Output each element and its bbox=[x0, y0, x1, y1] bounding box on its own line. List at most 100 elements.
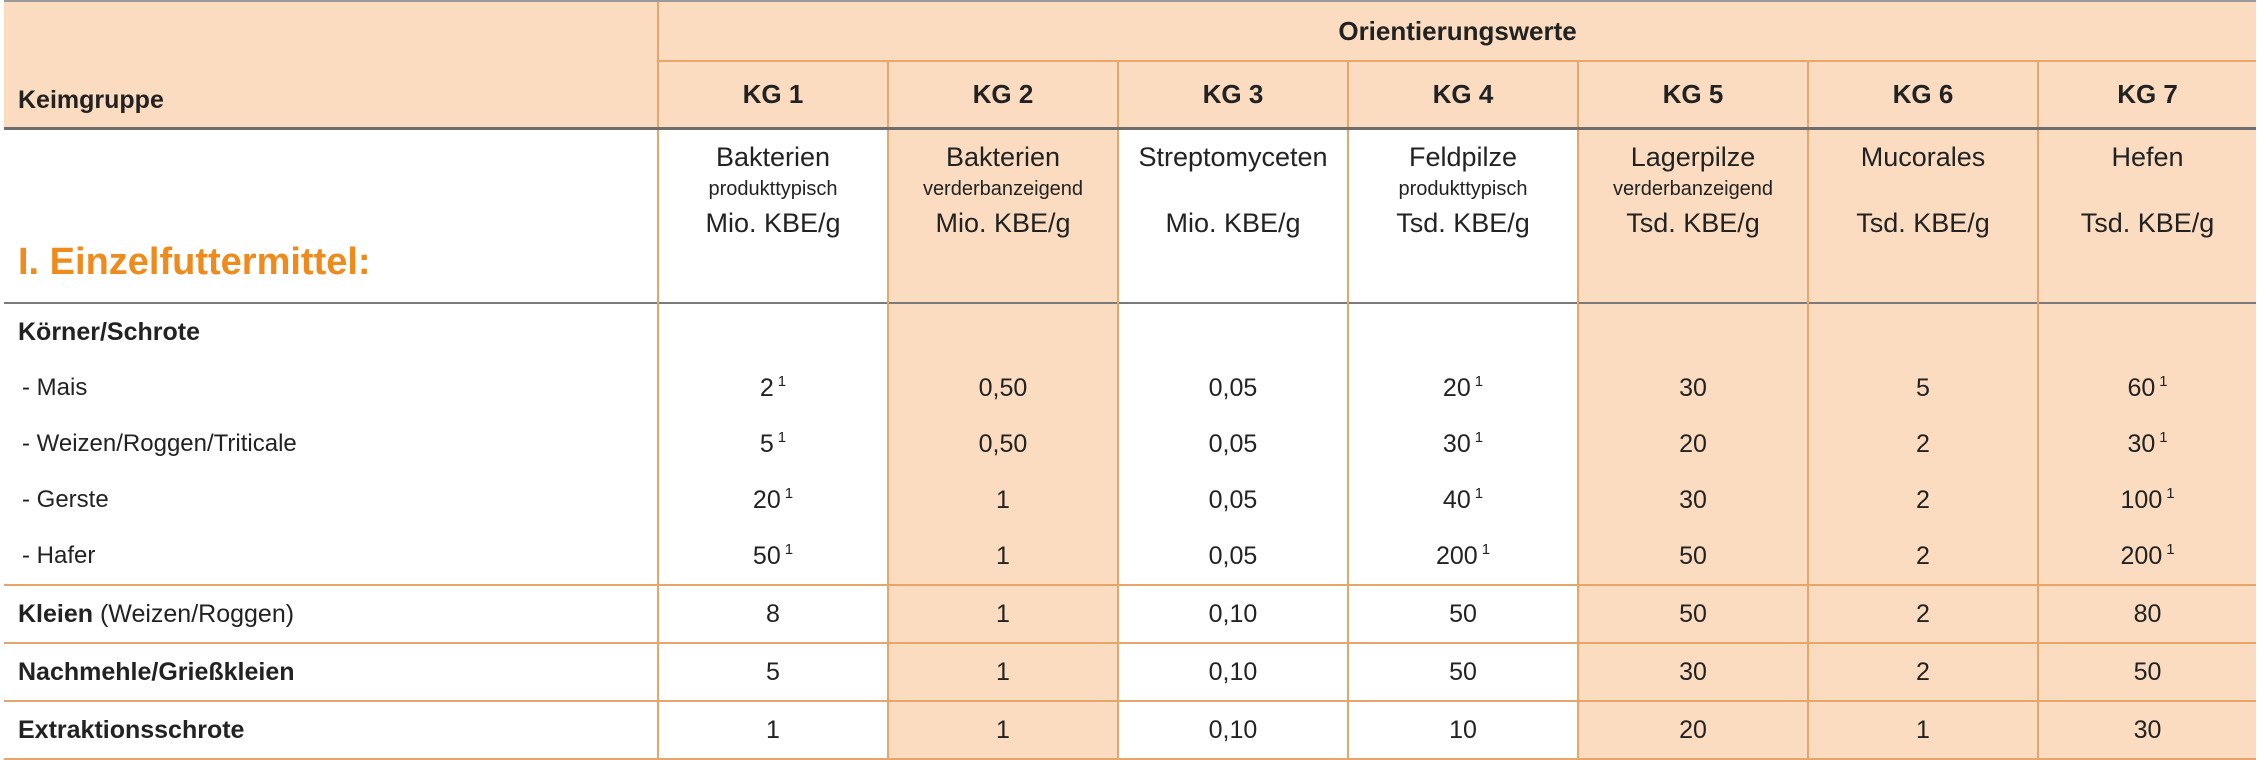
value-text: 0,05 bbox=[1208, 373, 1258, 402]
value-text: 0,50 bbox=[978, 429, 1028, 458]
value-text: 30 bbox=[1679, 373, 1707, 402]
desc-sub: produkttypisch bbox=[708, 178, 838, 200]
value-text: 30 bbox=[1442, 430, 1471, 458]
footnote-marker: 1 bbox=[2166, 541, 2175, 558]
table-row: Extraktionsschrote 1 1 0,10 10 20 1 30 bbox=[4, 700, 2257, 760]
value-text: 2 bbox=[1916, 429, 1930, 458]
desc-cell: Feldpilze produkttypisch Tsd. KBE/g bbox=[1347, 128, 1578, 303]
value-cell: 0,10 bbox=[1117, 642, 1348, 701]
table-row: Nachmehle/Grießkleien 5 1 0,10 50 30 2 5… bbox=[4, 642, 2257, 701]
value-text: 1 bbox=[996, 541, 1010, 570]
value-cell: 0,05 bbox=[1117, 360, 1348, 416]
footnote-marker: 1 bbox=[2166, 485, 2175, 502]
empty-cell bbox=[1117, 303, 1348, 360]
value-cell: 50 bbox=[1347, 642, 1578, 701]
desc-unit: Tsd. KBE/g bbox=[1626, 208, 1760, 238]
desc-unit: Tsd. KBE/g bbox=[2080, 208, 2215, 238]
kg-header: KG 3 bbox=[1117, 60, 1348, 130]
value-cell: 40 1 bbox=[1347, 472, 1578, 528]
desc-unit: Tsd. KBE/g bbox=[1396, 208, 1530, 238]
value-cell: 8 bbox=[657, 584, 888, 643]
desc-cell: Hefen Tsd. KBE/g bbox=[2036, 128, 2257, 303]
value-cell: 50 bbox=[1577, 584, 1808, 643]
value-cell: 0,50 bbox=[887, 360, 1118, 416]
footnote-marker: 1 bbox=[1474, 485, 1484, 502]
value-text: 60 bbox=[2127, 374, 2156, 402]
row-label: - Weizen/Roggen/Triticale bbox=[22, 430, 297, 457]
value-cell: 2 bbox=[1807, 642, 2038, 701]
value-text: 5 bbox=[1916, 373, 1930, 402]
value-text: 50 bbox=[1679, 541, 1707, 570]
value-text: 1 bbox=[996, 485, 1010, 514]
value-text: 0,05 bbox=[1208, 541, 1258, 570]
value-cell: 1 bbox=[887, 700, 1118, 760]
kg-header: KG 5 bbox=[1577, 60, 1808, 130]
value-cell: 30 bbox=[1577, 642, 1808, 701]
desc-cell: Mucorales Tsd. KBE/g bbox=[1807, 128, 2038, 303]
kg-header: KG 1 bbox=[657, 60, 888, 130]
empty-cell bbox=[1807, 303, 2038, 360]
value-text: 20 bbox=[1679, 429, 1707, 458]
value-text: 20 bbox=[752, 486, 781, 514]
value-cell: 2 bbox=[1807, 472, 2038, 528]
desc-cell: Bakterien verderbanzeigend Mio. KBE/g bbox=[887, 128, 1118, 303]
table-row: Kleien (Weizen/Roggen) 8 1 0,10 50 50 2 … bbox=[4, 584, 2257, 643]
desc-sub: produkttypisch bbox=[1398, 178, 1528, 200]
value-cell: 2 bbox=[1807, 528, 2038, 585]
footnote-marker: 1 bbox=[784, 485, 794, 502]
value-text: 40 bbox=[1442, 486, 1471, 514]
footnote-marker: 1 bbox=[1474, 373, 1484, 390]
kg-header: KG 4 bbox=[1347, 60, 1578, 130]
value-cell: 100 1 bbox=[2036, 472, 2257, 528]
value-text: 2 bbox=[1916, 541, 1930, 570]
value-cell: 10 bbox=[1347, 700, 1578, 760]
row-label-bold: Kleien bbox=[18, 599, 94, 628]
value-cell: 0,05 bbox=[1117, 472, 1348, 528]
desc-name: Hefen bbox=[2111, 142, 2184, 172]
value-cell: 1 bbox=[887, 584, 1118, 643]
value-cell: 1 bbox=[657, 700, 888, 760]
value-text: 30 bbox=[2127, 430, 2156, 458]
value-cell: 20 1 bbox=[657, 472, 888, 528]
value-cell: 2 bbox=[1807, 416, 2038, 472]
value-text: 0,05 bbox=[1208, 485, 1258, 514]
row-label-rest: (Weizen/Roggen) bbox=[93, 599, 295, 628]
header-blank bbox=[4, 0, 658, 61]
kg-header: KG 7 bbox=[2036, 60, 2257, 130]
table-row: - Mais 2 1 0,50 0,05 20 1 30 5 60 1 bbox=[4, 360, 2257, 416]
value-cell: 1 bbox=[887, 642, 1118, 701]
value-cell: 0,05 bbox=[1117, 416, 1348, 472]
footnote-marker: 1 bbox=[2159, 373, 2168, 390]
value-cell: 50 bbox=[1347, 584, 1578, 643]
footnote-marker: 1 bbox=[784, 541, 794, 558]
value-cell: 0,10 bbox=[1117, 584, 1348, 643]
desc-sub bbox=[2039, 178, 2256, 208]
orientation-values-table: Orientierungswerte Keimgruppe KG 1 KG 2 … bbox=[4, 0, 2257, 760]
group-label: Keimgruppe bbox=[4, 61, 658, 130]
row-label: - Hafer bbox=[22, 542, 96, 569]
value-cell: 1 bbox=[887, 472, 1118, 528]
table-row: - Weizen/Roggen/Triticale 5 1 0,50 0,05 30 1 20… bbox=[4, 416, 2257, 472]
desc-cell: Bakterien produkttypisch Mio. KBE/g bbox=[657, 128, 888, 303]
value-text: 50 bbox=[752, 542, 781, 570]
section-title-cell: I. Einzelfuttermittel: bbox=[4, 129, 658, 304]
value-text: 200 bbox=[1435, 542, 1478, 570]
value-cell: 0,50 bbox=[887, 416, 1118, 472]
value-cell: 30 1 bbox=[1347, 416, 1578, 472]
footnote-marker: 1 bbox=[1481, 541, 1491, 558]
row-label: - Gerste bbox=[22, 486, 109, 513]
footnote-marker: 1 bbox=[2159, 429, 2168, 446]
desc-cell: Lagerpilze verderbanzeigend Tsd. KBE/g bbox=[1577, 128, 1808, 303]
row-label: Extraktionsschrote bbox=[4, 700, 658, 760]
desc-sub: verderbanzeigend bbox=[1612, 178, 1774, 200]
value-cell: 0,10 bbox=[1117, 700, 1348, 760]
table-row: - Gerste 20 1 1 0,05 40 1 30 2 100 1 bbox=[4, 472, 2257, 528]
value-cell: 50 1 bbox=[657, 528, 888, 585]
row-label: Nachmehle/Grießkleien bbox=[4, 642, 658, 701]
empty-cell bbox=[1347, 303, 1578, 360]
value-cell: 20 bbox=[1577, 416, 1808, 472]
desc-name: Streptomyceten bbox=[1138, 142, 1328, 172]
value-text: 2 bbox=[759, 374, 774, 402]
desc-name: Mucorales bbox=[1860, 142, 1986, 172]
